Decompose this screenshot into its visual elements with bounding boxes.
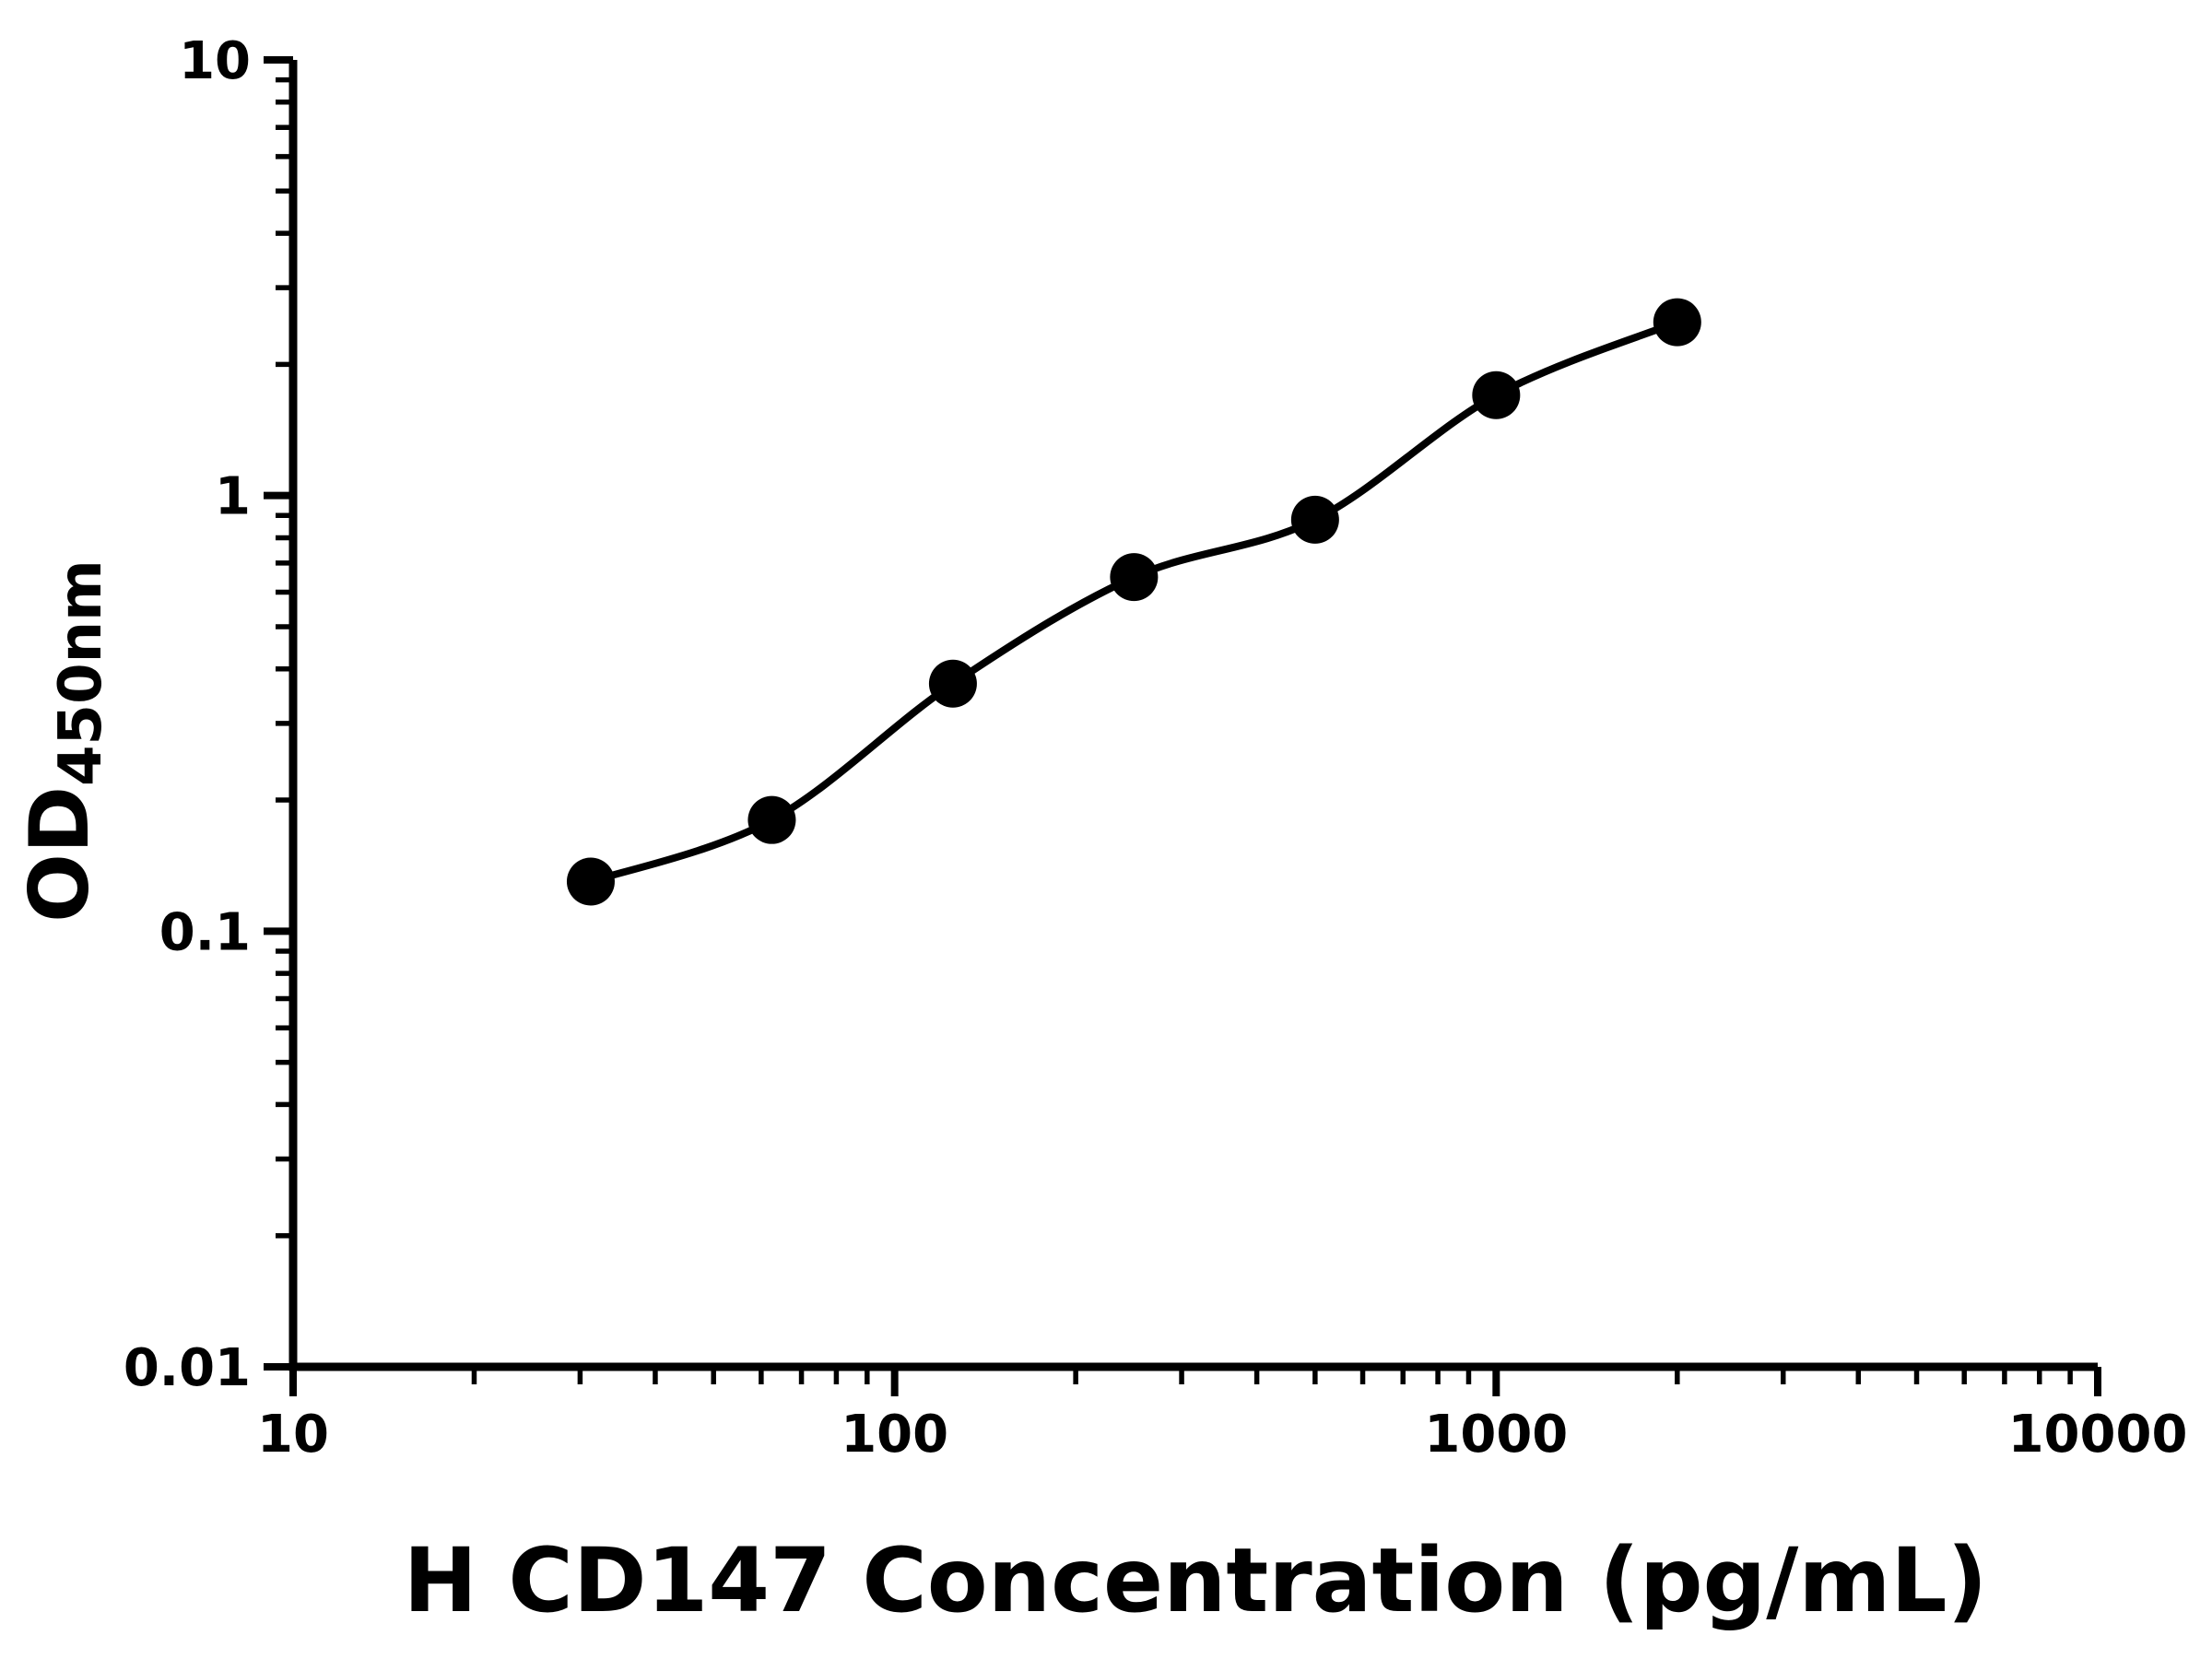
y-axis-title-main: OD — [12, 786, 107, 923]
y-tick-label: 10 — [179, 31, 251, 91]
y-tick-label: 0.01 — [124, 1338, 251, 1398]
x-tick-label: 10000 — [2008, 1405, 2188, 1465]
data-point — [928, 659, 977, 708]
y-axis-title-subscript: 450nm — [47, 559, 115, 786]
data-point — [1653, 298, 1701, 347]
tick-marks — [264, 56, 2101, 1396]
data-point — [1290, 495, 1339, 544]
y-axis-title-group: OD450nm — [12, 559, 115, 923]
x-tick-label: 10 — [257, 1405, 329, 1465]
x-axis-title: H CD147 Concentration (pg/mL) — [404, 1529, 1988, 1632]
data-points — [566, 298, 1701, 906]
data-point — [1110, 553, 1159, 602]
y-tick-label: 1 — [215, 467, 251, 527]
data-point — [747, 795, 796, 844]
x-tick-label: 1000 — [1424, 1405, 1568, 1465]
data-point — [566, 857, 615, 906]
x-tick-label: 100 — [841, 1405, 948, 1465]
axes — [288, 60, 2098, 1371]
y-axis-title: OD450nm — [12, 559, 115, 923]
data-point — [1472, 371, 1521, 419]
y-tick-label: 0.1 — [159, 902, 251, 962]
tick-labels: 10 100 1000 10000 0.01 0.1 1 10 — [124, 31, 2188, 1465]
